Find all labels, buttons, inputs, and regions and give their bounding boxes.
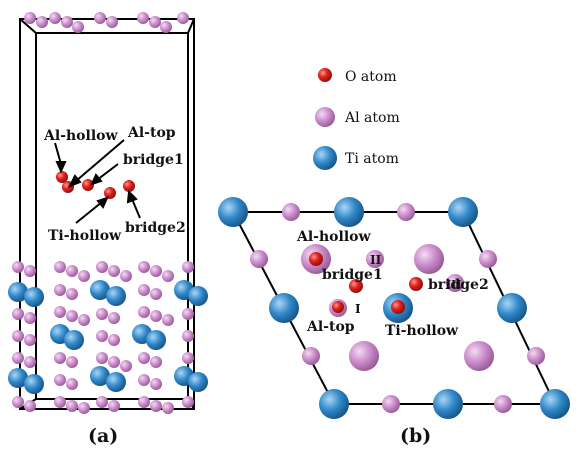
o-site-b-al-hollow: [309, 252, 323, 266]
o-site-b-ti-hollow: [391, 300, 405, 314]
surface-al-large: [301, 244, 494, 371]
o-adsorption-sites-b: [309, 252, 423, 314]
legend-ti-icon: [313, 146, 337, 170]
legend-al-label: Al atom: [344, 110, 400, 126]
legend-ti-label: Ti atom: [345, 151, 399, 167]
label-a-bridge1: bridge1: [123, 152, 184, 168]
surface-ti-atoms: [218, 197, 570, 419]
annotation-arrows-a: [54, 139, 141, 224]
o-site-ti-hollow: [104, 187, 116, 199]
label-a-bridge2: bridge2: [125, 220, 186, 236]
label-b-al-top: Al-top: [306, 319, 355, 335]
label-a-al-top: Al-top: [127, 125, 176, 141]
o-adsorption-sites-a: [56, 171, 135, 199]
o-site-b-bridge1: [349, 279, 363, 293]
o-site-bridge1: [82, 179, 94, 191]
label-a-ti-hollow: Ti-hollow: [48, 228, 122, 244]
panel-a: Al-hollow Al-top bridge1 Ti-hollow bridg…: [8, 12, 208, 447]
legend: O atom Al atom Ti atom: [313, 68, 400, 170]
label-b-marker-iii: III: [446, 278, 461, 291]
label-b-bridge2: bridge2: [428, 277, 489, 293]
o-site-al-hollow: [56, 171, 68, 183]
label-a-al-hollow: Al-hollow: [43, 128, 118, 144]
label-b-bridge1: bridge1: [322, 267, 383, 283]
legend-al-icon: [315, 107, 335, 127]
label-b-marker-ii: II: [370, 253, 382, 267]
o-site-b-al-top: [332, 301, 344, 313]
panel-b: Al-hollow II bridge1 bridge2 I III Al-to…: [218, 197, 570, 447]
label-b-marker-i: I: [355, 302, 361, 316]
o-site-bridge2: [123, 180, 135, 192]
legend-o-label: O atom: [345, 69, 397, 85]
o-site-b-bridge2: [409, 277, 423, 291]
slab-atoms: [8, 261, 208, 414]
label-b-al-hollow: Al-hollow: [296, 229, 371, 245]
surface-al-small: [250, 203, 545, 413]
supercell-box: [19, 18, 195, 410]
legend-o-icon: [318, 68, 332, 82]
caption-a: (a): [88, 425, 118, 447]
label-b-ti-hollow: Ti-hollow: [385, 323, 459, 339]
top-al-layer: [24, 12, 189, 33]
caption-b: (b): [400, 425, 431, 447]
